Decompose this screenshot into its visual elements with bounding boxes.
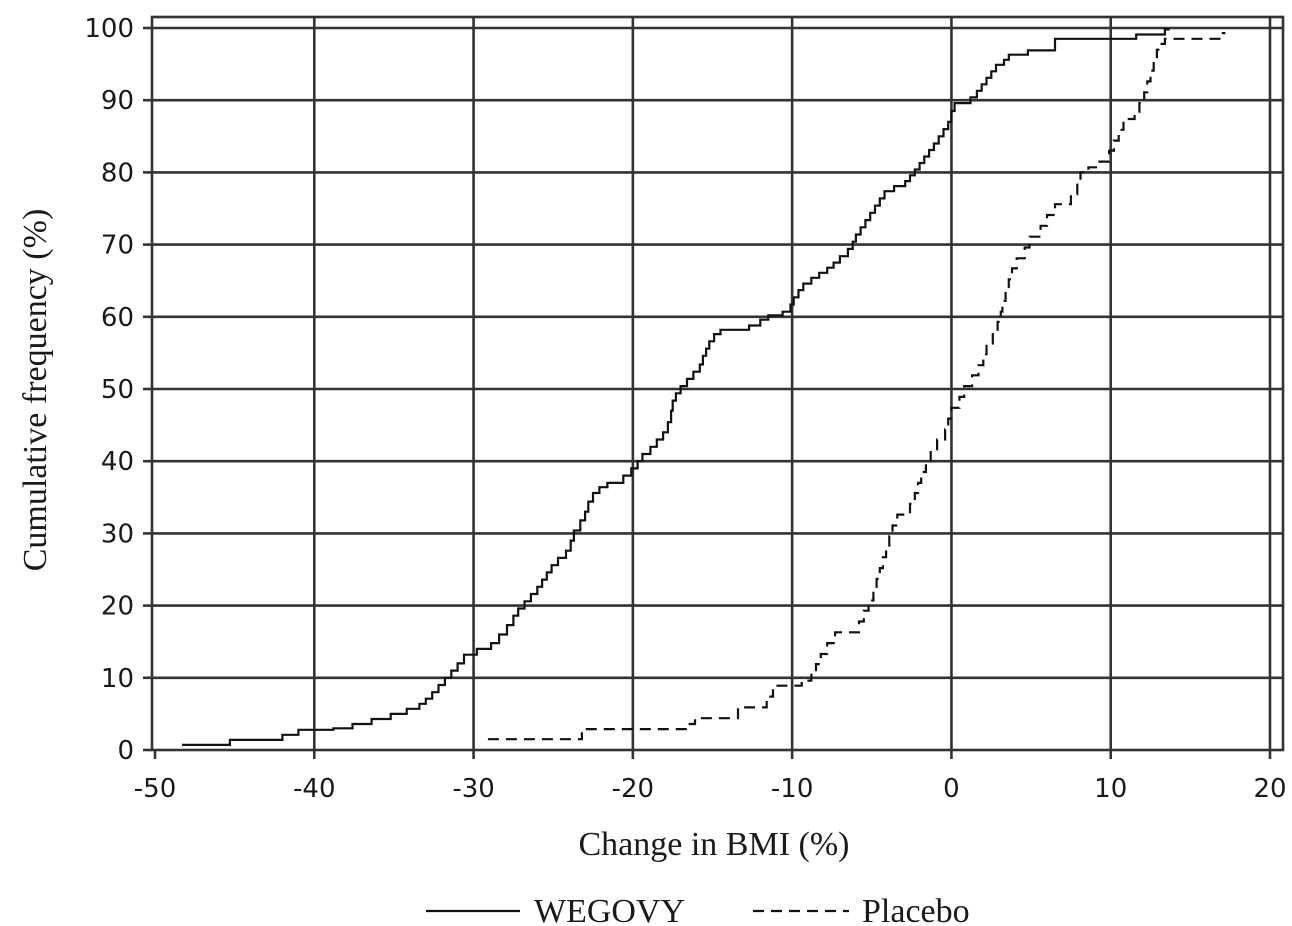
y-tick-labels: 0 10 20 30 40 50 60 70 80 90 100 (84, 14, 134, 766)
y-tick-label: 50 (101, 375, 134, 405)
y-tick-label: 10 (101, 664, 134, 694)
y-tick-label: 60 (101, 303, 134, 333)
x-tick-label: -20 (612, 774, 654, 804)
y-tick-label: 30 (101, 519, 134, 549)
series-line-wegovy (182, 28, 1170, 746)
series-lines (182, 28, 1226, 746)
y-tick-label: 80 (101, 158, 134, 188)
plot-frame (150, 15, 1285, 752)
y-tick-label: 100 (84, 14, 134, 44)
x-tick-label: 10 (1094, 774, 1127, 804)
series-line-placebo (487, 32, 1226, 741)
x-axis-title: Change in BMI (%) (578, 826, 849, 863)
legend: WEGOVY Placebo (426, 893, 970, 926)
axis-ticks (143, 26, 1272, 759)
y-tick-label: 70 (101, 231, 134, 261)
x-tick-label: 0 (943, 774, 960, 804)
x-tick-label: -40 (293, 774, 335, 804)
x-tick-label: -10 (771, 774, 813, 804)
x-tick-label: 20 (1253, 774, 1286, 804)
legend-label-wegovy: WEGOVY (534, 893, 685, 926)
x-tick-label: -30 (452, 774, 494, 804)
y-tick-label: 20 (101, 592, 134, 622)
y-tick-label: 0 (117, 736, 134, 766)
x-tick-label: -50 (134, 774, 176, 804)
grid-lines (152, 17, 1283, 750)
legend-label-placebo: Placebo (862, 893, 970, 926)
y-tick-label: 90 (101, 86, 134, 116)
y-tick-label: 40 (101, 447, 134, 477)
y-axis-title: Cumulative frequency (%) (17, 209, 54, 572)
x-tick-labels: -50 -40 -30 -20 -10 0 10 20 (134, 774, 1287, 804)
